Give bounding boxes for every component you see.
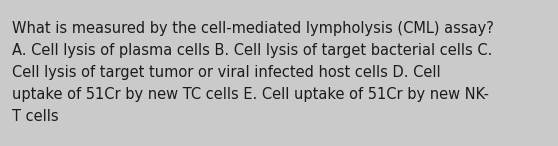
Text: Cell lysis of target tumor or viral infected host cells D. Cell: Cell lysis of target tumor or viral infe… [12, 65, 441, 80]
Text: What is measured by the cell-mediated lympholysis (CML) assay?: What is measured by the cell-mediated ly… [12, 21, 494, 36]
Text: A. Cell lysis of plasma cells B. Cell lysis of target bacterial cells C.: A. Cell lysis of plasma cells B. Cell ly… [12, 43, 492, 58]
Text: T cells: T cells [12, 109, 59, 124]
Text: uptake of 51Cr by new TC cells E. Cell uptake of 51Cr by new NK-: uptake of 51Cr by new TC cells E. Cell u… [12, 87, 489, 102]
